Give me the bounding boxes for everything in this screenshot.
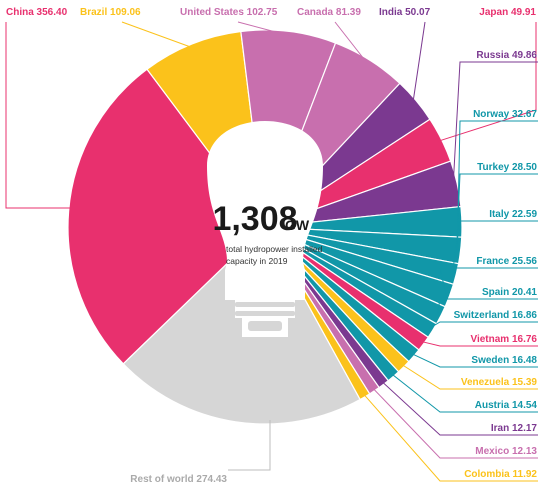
center-caption-line2: capacity in 2019 (226, 256, 288, 266)
label-china: China 356.40 (6, 7, 68, 18)
label-canada: Canada 81.39 (297, 7, 361, 18)
leader-line-china (5, 22, 151, 212)
leader-line-switzerland (428, 321, 538, 329)
leader-lines-layer (5, 21, 538, 482)
leader-line-sweden (410, 352, 538, 368)
label-united-states: United States 102.75 (180, 7, 278, 18)
label-vietnam: Vietnam 16.76 (470, 334, 537, 345)
label-turkey: Turkey 28.50 (477, 162, 537, 173)
lightbulb-tip (248, 321, 282, 331)
leader-line-iran (380, 380, 538, 436)
lightbulb-base-band (235, 311, 295, 316)
label-france: France 25.56 (476, 256, 537, 267)
lightbulb-icon (207, 121, 323, 337)
label-venezuela: Venezuela 15.39 (461, 377, 538, 388)
leader-line-russia (452, 61, 538, 185)
leader-line-norway (457, 120, 538, 223)
label-switzerland: Switzerland 16.86 (454, 310, 538, 321)
label-japan: Japan 49.91 (479, 7, 536, 18)
leader-line-brazil (121, 21, 194, 49)
lightbulb-shape (207, 121, 323, 337)
leader-line-canada (334, 21, 368, 64)
center-caption-line1: total hydropower installed (226, 244, 323, 254)
label-spain: Spain 20.41 (482, 287, 537, 298)
slice-china (67, 68, 266, 365)
leader-line-turkey (456, 173, 538, 251)
leader-line-colombia (362, 392, 538, 482)
label-norway: Norway 32.67 (473, 109, 537, 120)
leader-line-austria (390, 372, 538, 413)
leader-line-india (412, 21, 426, 104)
label-russia: Russia 49.86 (476, 50, 537, 61)
leader-line-united-states (237, 21, 289, 36)
label-colombia: Colombia 11.92 (464, 469, 537, 480)
center-total: 1,308 GW total hydropower installed capa… (212, 200, 322, 266)
leader-line-spain (437, 298, 538, 314)
label-brazil: Brazil 109.06 (80, 7, 141, 18)
label-iran: Iran 12.17 (491, 423, 538, 434)
leader-line-mexico (371, 387, 538, 459)
label-mexico: Mexico 12.13 (475, 446, 537, 457)
center-value: 1,308 (212, 200, 297, 238)
leader-line-japan (437, 22, 537, 142)
leader-line-rest-of-world (228, 420, 271, 471)
leader-line-italy (451, 220, 538, 274)
label-india: India 50.07 (379, 7, 431, 18)
leader-line-venezuela (400, 363, 538, 390)
label-italy: Italy 22.59 (489, 209, 537, 220)
leader-line-france (439, 267, 538, 295)
leader-line-vietnam (420, 340, 538, 347)
label-sweden: Sweden 16.48 (471, 355, 537, 366)
label-austria: Austria 14.54 (475, 400, 538, 411)
lightbulb-base-band (235, 302, 295, 307)
labels-layer: China 356.40 Brazil 109.06 United States 1… (6, 7, 537, 485)
center-unit: GW (285, 217, 310, 233)
slice-rest-of-world (122, 226, 361, 425)
label-rest-of-world: Rest of world 274.43 (130, 474, 227, 485)
